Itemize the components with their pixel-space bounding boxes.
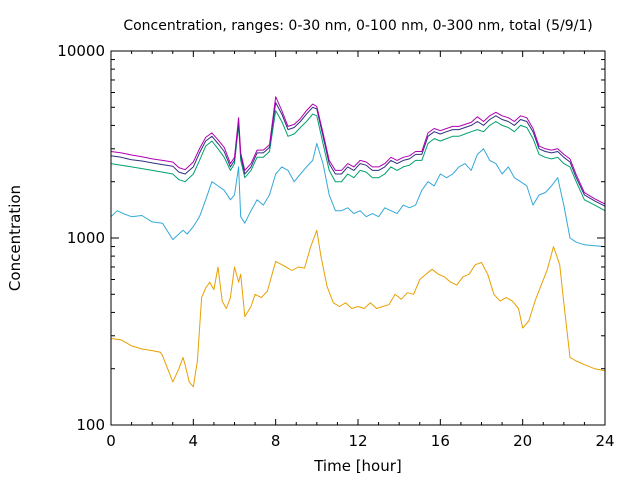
x-tick-label: 24 <box>595 432 614 450</box>
x-tick-label: 8 <box>271 432 281 450</box>
x-tick-label: 0 <box>106 432 116 450</box>
x-axis: 0 4 8 12 16 20 24 <box>106 51 615 450</box>
series-line-1 <box>110 229 606 388</box>
x-axis-label: Time [hour] <box>313 457 402 475</box>
chart-title: Concentration, ranges: 0-30 nm, 0-100 nm… <box>123 18 592 34</box>
series-line-3 <box>110 110 606 212</box>
y-tick-label: 100 <box>76 416 105 434</box>
plot-frame <box>110 50 606 426</box>
series-line-5 <box>110 96 606 205</box>
series-line-4 <box>110 102 606 207</box>
y-axis-label: Concentration <box>6 185 24 291</box>
series-lines <box>110 96 606 388</box>
x-tick-label: 16 <box>431 432 450 450</box>
series-line-2 <box>110 143 606 248</box>
x-tick-label: 12 <box>348 432 367 450</box>
y-axis: 100 1000 10000 <box>57 42 605 434</box>
x-tick-label: 4 <box>189 432 199 450</box>
y-tick-label: 10000 <box>57 42 105 60</box>
y-tick-label: 1000 <box>67 229 105 247</box>
x-tick-label: 20 <box>513 432 532 450</box>
